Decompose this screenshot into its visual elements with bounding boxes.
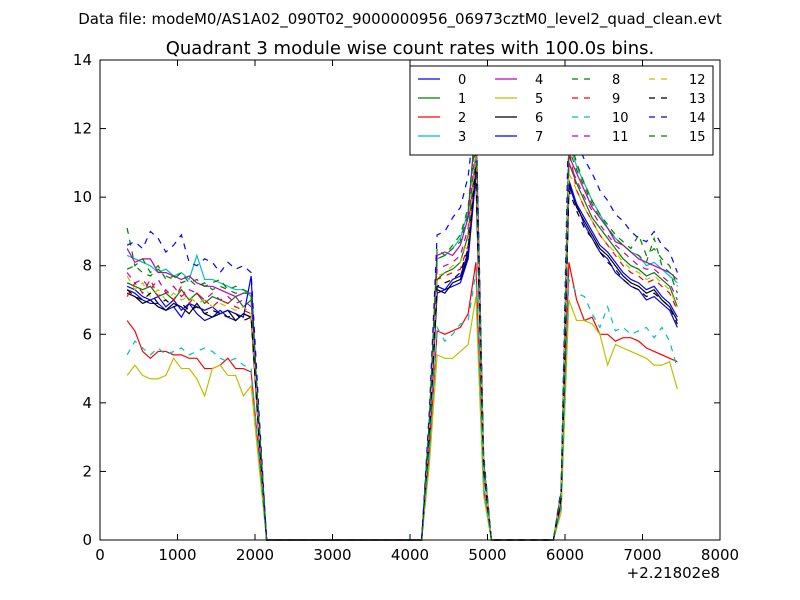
y-tick-label: 14 (73, 51, 92, 69)
x-tick-label: 0 (95, 546, 105, 564)
legend-label-7: 7 (535, 130, 543, 145)
x-tick-label: 5000 (468, 546, 506, 564)
x-tick-label: 6000 (546, 546, 584, 564)
y-tick-label: 0 (82, 531, 92, 549)
series-line-4 (126, 118, 678, 541)
legend-label-14: 14 (689, 111, 706, 126)
y-tick-label: 2 (82, 462, 92, 480)
legend-label-11: 11 (612, 130, 629, 145)
legend-label-10: 10 (612, 111, 629, 126)
series-line-3 (126, 121, 678, 541)
series-line-10 (126, 272, 678, 541)
x-offset-label: +2.21802e8 (627, 564, 720, 582)
x-tick-label: 2000 (236, 546, 274, 564)
legend-label-8: 8 (612, 73, 620, 88)
data-file-suptitle: Data file: modeM0/AS1A02_090T02_90000009… (78, 10, 722, 29)
series-line-12 (126, 155, 678, 541)
y-tick-label: 8 (82, 257, 92, 275)
y-tick-label: 4 (82, 394, 92, 412)
legend-label-1: 1 (458, 92, 466, 107)
legend-label-15: 15 (689, 130, 706, 145)
series-line-15 (126, 131, 678, 541)
legend-frame (409, 65, 714, 156)
series-line-2 (126, 262, 678, 541)
series-line-11 (126, 142, 678, 541)
series-line-5 (126, 296, 678, 541)
series-line-8 (126, 125, 678, 541)
legend-label-9: 9 (612, 92, 620, 107)
legend-label-4: 4 (535, 73, 543, 88)
legend-label-13: 13 (689, 92, 706, 107)
x-tick-label: 3000 (313, 546, 351, 564)
legend-label-0: 0 (458, 73, 466, 88)
series-line-7 (126, 166, 678, 541)
x-tick-label: 1000 (158, 546, 196, 564)
y-tick-label: 10 (73, 188, 92, 206)
chart-title: Quadrant 3 module wise count rates with … (166, 38, 655, 59)
legend-label-2: 2 (458, 111, 466, 126)
series-line-13 (126, 166, 678, 541)
y-tick-label: 6 (82, 325, 92, 343)
x-tick-label: 7000 (623, 546, 661, 564)
legend-label-3: 3 (458, 130, 466, 145)
series-line-14 (126, 101, 678, 541)
legend-label-12: 12 (689, 73, 706, 88)
legend-label-5: 5 (535, 92, 543, 107)
axis-layer: 0 1000 2000 3000 4000 5000 6000 7000 80000246810… (73, 51, 739, 564)
x-tick-label: 8000 (701, 546, 739, 564)
y-tick-label: 12 (73, 120, 92, 138)
series-line-0 (126, 176, 678, 541)
x-tick-label: 4000 (391, 546, 429, 564)
series-layer (126, 101, 678, 541)
series-line-9 (126, 149, 678, 541)
legend-label-6: 6 (535, 111, 543, 126)
